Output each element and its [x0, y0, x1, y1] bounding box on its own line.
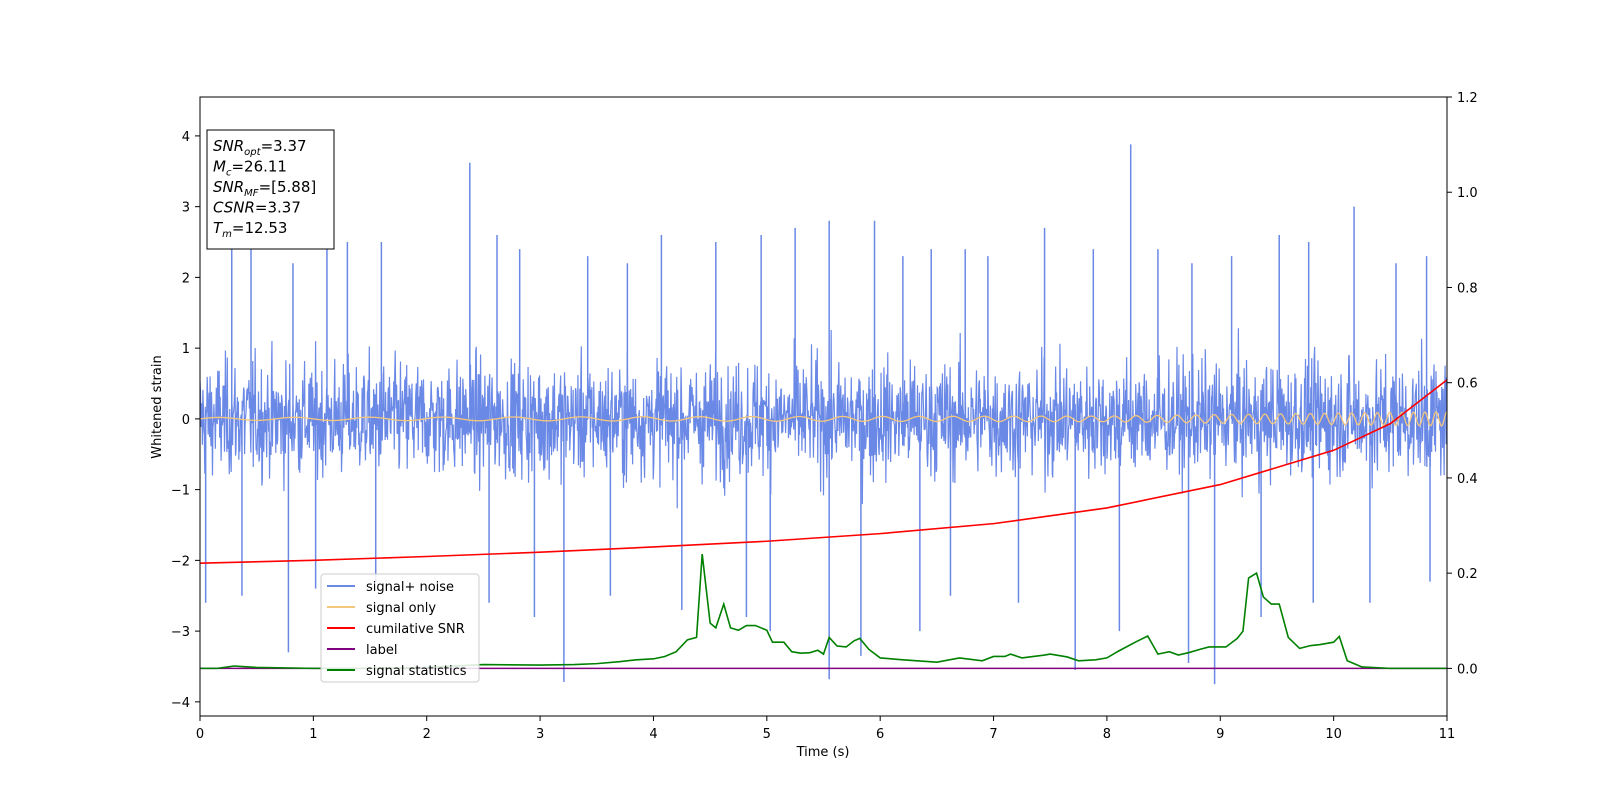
signal-noise-series — [200, 144, 1447, 685]
y-tick-label-left: −3 — [171, 625, 190, 640]
y-tick-label-left: 4 — [182, 130, 190, 145]
signal-only-line — [200, 411, 1447, 427]
signal-noise-line — [200, 328, 1447, 509]
legend-label: signal only — [366, 601, 436, 616]
y-tick-label-left: 1 — [182, 342, 190, 357]
info-box-frame — [206, 129, 335, 250]
x-tick-label: 7 — [989, 727, 997, 742]
y-tick-label-left: −2 — [171, 554, 190, 569]
signal-only-series — [200, 411, 1447, 427]
y-tick-label-right: 0.6 — [1457, 377, 1478, 392]
legend: signal+ noise signal only cumilative SNR la… — [320, 573, 480, 683]
y-tick-label-left: −1 — [171, 484, 190, 499]
info-line: SNRMF=[5.88] — [213, 178, 316, 199]
x-tick-label: 6 — [876, 727, 884, 742]
x-tick-label: 9 — [1216, 727, 1224, 742]
x-tick-label: 3 — [536, 727, 544, 742]
y-tick-label-left: 0 — [182, 413, 190, 428]
x-tick-label: 2 — [423, 727, 431, 742]
info-line: CSNR=3.37 — [213, 199, 301, 217]
x-tick-label: 5 — [763, 727, 771, 742]
y-tick-label-right: 0.0 — [1457, 662, 1478, 677]
x-tick-label: 0 — [196, 727, 204, 742]
legend-label: label — [366, 643, 397, 658]
info-line: Mc=26.11 — [213, 158, 287, 179]
y-tick-label-right: 0.8 — [1457, 281, 1478, 296]
info-line: Tm=12.53 — [213, 219, 287, 240]
x-tick-label: 10 — [1325, 727, 1342, 742]
legend-label: cumilative SNR — [366, 622, 465, 637]
x-axis-label: Time (s) — [796, 745, 850, 760]
x-tick-label: 1 — [309, 727, 317, 742]
legend-frame — [320, 573, 480, 683]
y-tick-label-right: 0.2 — [1457, 567, 1478, 582]
x-tick-label: 11 — [1439, 727, 1456, 742]
plot-frame — [199, 96, 1448, 717]
y-tick-label-right: 0.4 — [1457, 472, 1478, 487]
y-axis-label-left: Whitened strain — [150, 355, 165, 458]
cumilative-snr-line — [200, 379, 1447, 564]
info-line: SNRopt=3.37 — [213, 137, 307, 158]
signal-statistics-line — [200, 554, 1447, 670]
legend-label: signal+ noise — [366, 580, 454, 595]
y-tick-label-right: 1.0 — [1457, 186, 1478, 201]
y-tick-label-left: 3 — [182, 201, 190, 216]
legend-label: signal statistics — [366, 664, 467, 679]
y-tick-label-left: 2 — [182, 271, 190, 286]
y-tick-label-right: 1.2 — [1457, 91, 1478, 106]
x-tick-label: 8 — [1103, 727, 1111, 742]
axes: 0 1 2 3 4 5 6 7 8 9 10 1143210−1−2−3−41.21.00.80.60… — [171, 91, 1478, 742]
y-tick-label-left: −4 — [171, 696, 190, 711]
info-box: SNRopt=3.37Mc=26.11SNRMF=[5.88]CSNR=3.37… — [206, 129, 335, 250]
x-tick-label: 4 — [649, 727, 657, 742]
